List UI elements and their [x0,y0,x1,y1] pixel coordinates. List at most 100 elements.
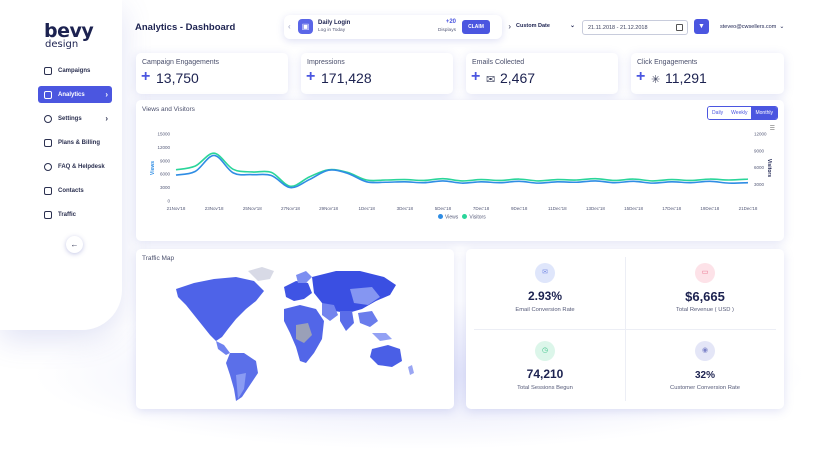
toggle-monthly[interactable]: Monthly [751,107,777,119]
chart-menu-icon[interactable]: ☰ [769,126,775,132]
map-region-south-america-south [236,373,246,399]
daily-login-title: Daily Login [318,20,351,26]
calendar-icon[interactable] [676,24,683,31]
y2-tick-label: 9000 [754,148,765,153]
kpi-label: Campaign Engagements [142,59,220,66]
collapse-sidebar-button[interactable]: ← [66,236,83,253]
plus-icon: + [471,68,481,85]
x-tick-label: 25Nov'18 [243,206,262,211]
brand-line-2: design [45,39,79,50]
map-region-india [340,311,354,331]
y-tick-label: 12000 [157,145,170,150]
brand-logo: bevy design [44,20,94,50]
date-preset-select[interactable]: Custom Date ⌄ [512,19,578,34]
x-tick-label: 3Dec'18 [397,206,414,211]
chevron-right-icon: › [105,114,108,123]
help-icon [44,162,52,171]
sidebar-nav: Campaigns Analytics › Settings › Plans &… [38,62,112,230]
map-region-central-america [216,341,230,355]
stat-email-conversion: ✉ 2.93% Email Conversion Rate [466,251,624,327]
date-range-input[interactable]: 21.11.2018 - 21.12.2018 [582,20,688,35]
toggle-daily[interactable]: Daily [708,107,728,119]
y-tick-label: 15000 [157,132,170,137]
x-tick-label: 13Dec'18 [586,206,605,211]
traffic-icon [44,210,52,219]
daily-login-subtitle: Log in Today [318,28,346,33]
x-tick-label: 5Dec'18 [435,206,452,211]
arrow-left-icon: ← [70,240,79,249]
kpi-card-click-engagements: Click Engagements + ✳ 11,291 [631,53,784,94]
legend-label-visitors: Visitors [469,214,486,221]
chevron-left-icon[interactable]: ‹ [288,22,291,31]
stat-label: Total Sessions Begun [517,385,573,391]
main-content: Analytics - Dashboard ‹ ▣ Daily Login Lo… [124,0,804,469]
x-tick-label: 11Dec'18 [548,206,567,211]
chevron-right-icon[interactable]: › [508,22,511,31]
sidebar-item-plans-billing[interactable]: Plans & Billing [38,134,112,151]
chevron-right-icon: › [105,90,108,99]
series-line-views [175,154,749,189]
x-tick-label: 29Nov'18 [319,206,338,211]
date-preset-value: Custom Date [516,23,550,29]
y2-tick-label: 3000 [754,182,765,187]
x-tick-label: 17Dec'18 [662,206,681,211]
sidebar-item-campaigns[interactable]: Campaigns [38,62,112,79]
chevron-down-icon: ⌄ [779,24,785,30]
sidebar-item-label: Analytics [58,91,85,98]
stat-total-revenue: ▭ $6,665 Total Revenue ( USD ) [626,251,784,327]
conversion-stats-card: ✉ 2.93% Email Conversion Rate ▭ $6,665 T… [466,249,784,409]
line-chart: 0 3000 6000 9000 12000 15000 3000 6000 9000 12000… [150,132,772,212]
sidebar-item-contacts[interactable]: Contacts [38,182,112,199]
claim-button[interactable]: CLAIM [462,20,490,34]
sidebar-item-label: Contacts [58,187,84,194]
timer-icon: ◷ [535,341,555,361]
sidebar: bevy design Campaigns Analytics › Settin… [0,0,122,330]
y2-tick-label: 12000 [754,132,767,137]
billing-icon [44,138,52,147]
plus-icon: + [141,68,151,85]
stat-value: 2.93% [527,289,563,303]
x-tick-label: 21Nov'18 [167,206,186,211]
brand-line-1: bevy [44,20,94,42]
sidebar-item-faq[interactable]: FAQ & Helpdesk [38,158,112,175]
map-region-greenland [248,267,274,281]
kpi-card-emails-collected: Emails Collected + ✉ 2,467 [466,53,618,94]
y2-tick-label: 6000 [754,165,765,170]
email-icon: ✉ [535,263,555,283]
y-tick-label: 6000 [160,172,171,177]
filter-icon: ▼ [698,23,705,30]
sidebar-item-traffic[interactable]: Traffic [38,206,112,223]
user-icon: ◉ [695,341,715,361]
filter-button[interactable]: ▼ [694,19,709,34]
x-tick-label: 27Nov'18 [281,206,300,211]
map-region-australia [370,345,402,367]
envelope-icon: ✉ [486,74,496,86]
y-tick-label: 0 [167,199,170,204]
map-region-southeast-asia [358,311,378,327]
stats-divider-horizontal [474,329,776,330]
chevron-down-icon: ⌄ [569,23,575,29]
sidebar-item-analytics[interactable]: Analytics › [38,86,112,103]
map-region-indonesia [372,333,392,341]
stat-customer-conversion: ◉ 32% Customer Conversion Rate [626,329,784,405]
kpi-value: 171,428 [321,70,372,86]
map-region-middle-east [322,303,338,321]
plus-icon: + [306,68,316,85]
kpi-value: 2,467 [500,70,536,86]
stat-value: 74,210 [526,367,564,381]
map-region-europe [284,281,312,301]
stat-label: Total Revenue ( USD ) [676,307,734,313]
toggle-weekly[interactable]: Weekly [727,107,752,119]
stat-value: 32% [694,370,715,381]
kpi-card-campaign-engagements: Campaign Engagements + 13,750 [136,53,288,94]
sidebar-item-settings[interactable]: Settings › [38,110,112,127]
kpi-label: Click Engagements [637,59,698,66]
chart-legend: Views Visitors [438,214,486,221]
kpi-value: 11,291 [665,70,707,86]
sidebar-item-label: Plans & Billing [58,139,101,146]
period-toggle: Daily Weekly Monthly [707,106,778,120]
gift-icon: ▣ [298,19,313,34]
map-region-scandinavia [296,271,312,283]
world-map [176,267,414,401]
user-menu[interactable]: steveo@cwsellers.com ⌄ [720,23,784,30]
